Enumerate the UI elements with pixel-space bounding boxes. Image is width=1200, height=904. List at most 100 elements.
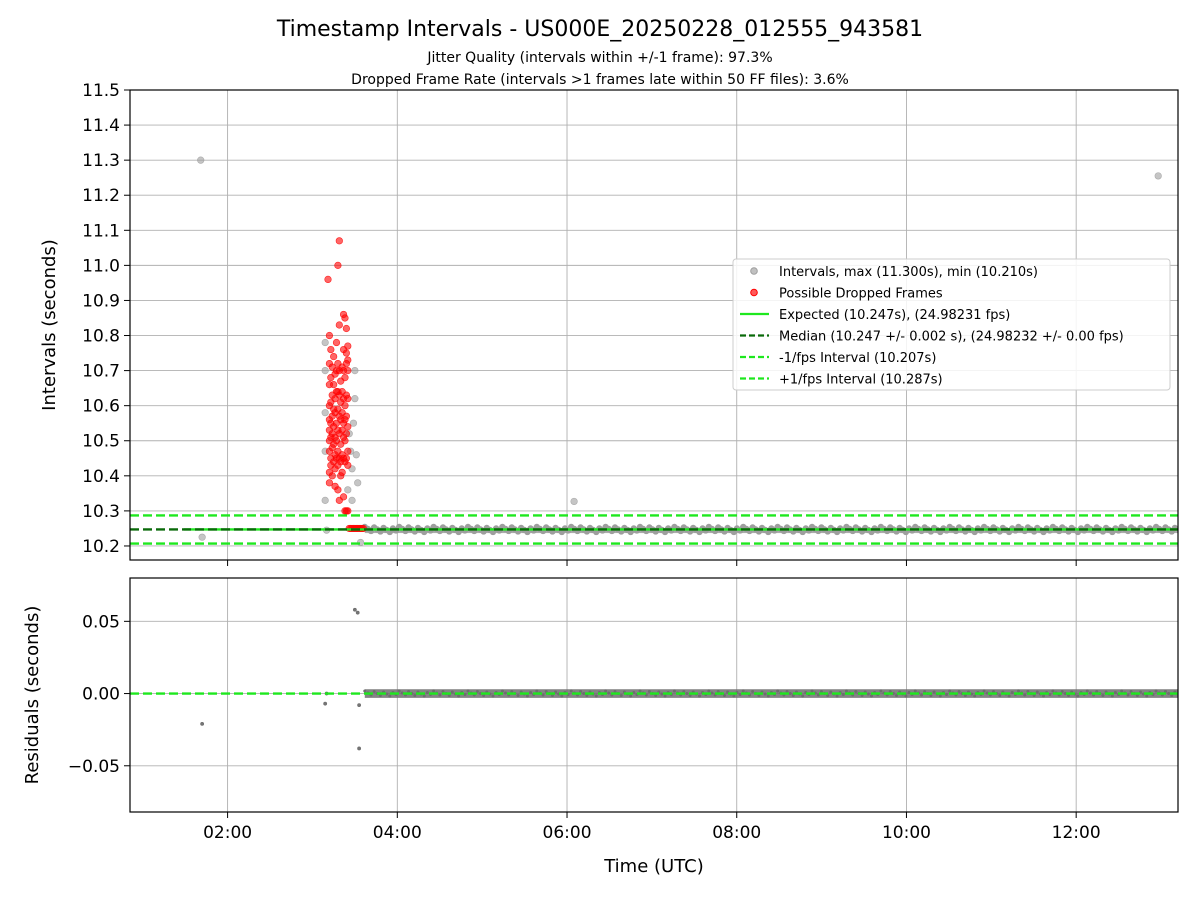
bottom-band-point [1129, 690, 1133, 694]
bottom-y-tick-label: 0.00 [82, 685, 120, 705]
bottom-band-point [425, 691, 429, 695]
bottom-band-point [1051, 689, 1055, 693]
bottom-band-point [1007, 694, 1011, 698]
bottom-band-point [1110, 694, 1114, 698]
bottom-band-point [791, 694, 795, 698]
bottom-band-point [913, 689, 917, 693]
bottom-band-point [685, 692, 689, 696]
top-y-tick-label: 10.6 [82, 397, 120, 417]
bottom-band-point [663, 694, 667, 698]
bottom-band-point [535, 689, 539, 693]
bottom-band-point [982, 689, 986, 693]
bottom-band-point [869, 694, 873, 698]
bottom-band-point [835, 694, 839, 698]
top-data-point [342, 430, 350, 438]
bottom-band-point [894, 694, 898, 698]
bottom-band-point [629, 694, 633, 698]
bottom-band-point [432, 689, 436, 693]
bottom-band-point [957, 690, 961, 694]
bottom-y-tick-label: −0.05 [68, 757, 120, 777]
bottom-band-point [763, 692, 767, 696]
top-y-tick-label: 11.1 [82, 221, 120, 241]
bottom-band-point [450, 690, 454, 694]
bottom-band-point [529, 691, 533, 695]
bottom-band-point [688, 694, 692, 698]
bottom-band-point [844, 689, 848, 693]
top-data-point [344, 507, 352, 515]
bottom-band-point [638, 689, 642, 693]
bottom-band-point [1135, 694, 1139, 698]
bottom-data-point [323, 701, 328, 706]
bottom-band-point [751, 690, 755, 694]
top-data-point [341, 374, 349, 382]
top-data-point [341, 437, 349, 445]
top-data-point [327, 345, 335, 354]
bottom-band-point [810, 689, 814, 693]
bottom-band-point [397, 689, 401, 693]
bottom-band-point [541, 693, 545, 697]
legend-label: Median (10.247 +/- 0.002 s), (24.98232 +… [779, 330, 1124, 345]
top-data-point [344, 356, 352, 364]
top-data-point [342, 324, 350, 333]
bottom-band-point [1067, 694, 1071, 698]
bottom-band-point [422, 694, 426, 698]
bottom-band-point [938, 694, 942, 698]
bottom-band-point [582, 692, 586, 696]
bottom-band-point [948, 689, 952, 693]
bottom-band-point [1016, 689, 1020, 693]
bottom-band-point [801, 694, 805, 698]
bottom-band-point [722, 694, 726, 698]
top-data-point [338, 468, 346, 476]
top-data-point [335, 237, 343, 245]
bottom-band-point [378, 694, 382, 698]
bottom-band-point [1167, 692, 1171, 696]
bottom-band-point [544, 690, 548, 694]
top-data-point [325, 479, 334, 487]
top-data-point [328, 472, 336, 480]
bottom-band-point [866, 692, 870, 696]
bottom-band-point [613, 690, 617, 694]
bottom-band-point [1026, 690, 1030, 694]
bottom-band-point [510, 690, 514, 694]
bottom-band-point [654, 694, 658, 698]
bottom-band-point [438, 693, 442, 697]
bottom-band-point [757, 694, 761, 698]
top-data-point [321, 366, 329, 375]
chart-subtitle-dropped: Dropped Frame Rate (intervals >1 frames … [351, 72, 849, 88]
bottom-data-point [357, 703, 362, 708]
bottom-band-point [491, 694, 495, 698]
top-data-point [344, 461, 352, 469]
x-tick-label: 06:00 [543, 823, 592, 843]
top-data-point [351, 395, 359, 403]
top-y-tick-label: 11.4 [82, 116, 120, 136]
top-data-point [341, 402, 349, 410]
bottom-band-point [826, 694, 830, 698]
bottom-y-axis-label: Residuals (seconds) [22, 606, 43, 785]
bottom-band-point [550, 694, 554, 698]
legend-marker [750, 267, 758, 275]
bottom-band-point [929, 694, 933, 698]
top-data-point [344, 366, 352, 375]
bottom-band-point [1170, 694, 1174, 698]
bottom-data-point [357, 746, 362, 751]
residuals-plot: −0.05 0.00 0.05 02:00 04:00 06:00 08:00 10:00 12… [68, 577, 1179, 843]
top-data-point [349, 419, 358, 427]
top-y-tick-label: 10.9 [82, 291, 120, 311]
top-data-point [332, 338, 341, 347]
bottom-band-point [945, 693, 949, 697]
bottom-band-point [632, 691, 636, 695]
bottom-band-point [1113, 691, 1117, 695]
top-y-tick-label: 11.3 [82, 151, 120, 171]
top-y-axis-label: Intervals (seconds) [39, 239, 60, 411]
top-y-tick-label: 11.5 [82, 81, 120, 101]
bottom-band-point [457, 694, 461, 698]
bottom-band-point [607, 691, 611, 695]
bottom-band-point [1145, 694, 1149, 698]
top-data-point [330, 352, 338, 361]
bottom-band-point [1120, 689, 1124, 693]
x-tick-label: 04:00 [373, 823, 422, 843]
bottom-band-point [1154, 689, 1158, 693]
top-data-point [325, 331, 334, 340]
bottom-band-point [1085, 689, 1089, 693]
